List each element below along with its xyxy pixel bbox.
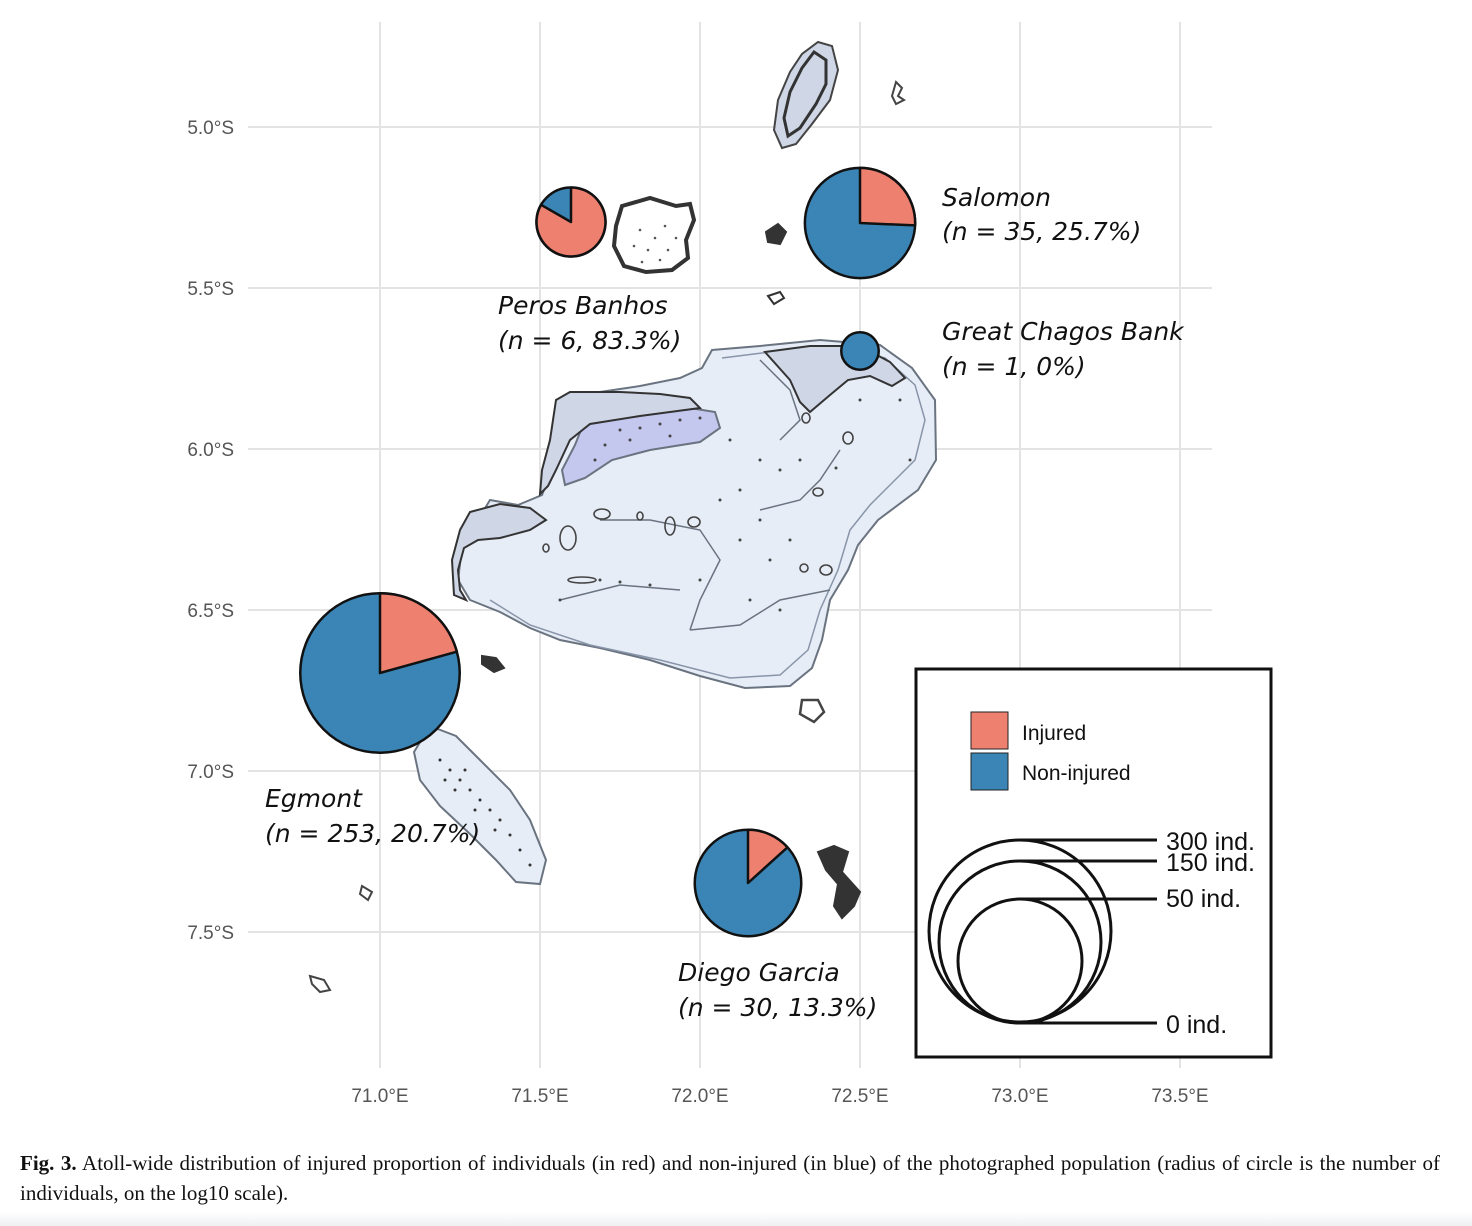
size-legend [927, 838, 1157, 1025]
diego-garcia-island-shape [816, 844, 862, 920]
pie-noninjured-great-chagos-bank [840, 331, 880, 371]
figure-caption: Fig. 3. Atoll-wide distribution of injur… [20, 1148, 1440, 1208]
legend-swatch-injured [970, 711, 1009, 750]
pie-injured-salomon [858, 166, 917, 227]
site-pie-charts [299, 166, 917, 938]
lat-tick: 6.0°S [187, 440, 234, 461]
figure-caption-text: Atoll-wide distribution of injured propo… [20, 1151, 1440, 1205]
pie-injured-peros-banhos [535, 186, 607, 258]
lon-tick: 72.0°E [671, 1086, 728, 1107]
lat-tick: 7.5°S [187, 923, 234, 944]
lon-tick: 71.5°E [511, 1086, 568, 1107]
site-stats-peros-banhos: (n = 6, 83.3%) [498, 326, 681, 355]
site-stats-egmont: (n = 253, 20.7%) [265, 819, 480, 848]
peros-banhos-atoll-shape [611, 195, 788, 306]
lat-tick: 7.0°S [187, 762, 234, 783]
site-stats-diego-garcia: (n = 30, 13.3%) [678, 993, 877, 1022]
northern-island-shape [772, 40, 906, 150]
lon-tick: 71.0°E [351, 1086, 408, 1107]
pie-injured-egmont [378, 592, 459, 675]
site-name-egmont: Egmont [265, 784, 363, 813]
size-label-150: 150 ind. [1166, 849, 1255, 877]
egmont-island-shape [308, 654, 826, 994]
legend-swatch-noninjured [970, 752, 1009, 791]
lat-tick: 6.5°S [187, 601, 234, 622]
legend-label-noninjured: Non-injured [1022, 762, 1131, 785]
great-chagos-bank-shape [450, 338, 938, 690]
lon-tick: 72.5°E [831, 1086, 888, 1107]
page-bottom-edge [0, 1212, 1472, 1226]
figure-label: Fig. 3. [20, 1151, 77, 1175]
site-labels: Peros Banhos (n = 6, 83.3%) Salomon (n =… [265, 183, 1185, 1022]
longitude-axis: 71.0°E 71.5°E 72.0°E 72.5°E 73.0°E 73.5°… [351, 1086, 1208, 1107]
chagos-map: 5.0°S 5.5°S 6.0°S 6.5°S 7.0°S 7.5°S 71.0… [187, 22, 1273, 1107]
site-name-great-chagos-bank: Great Chagos Bank [942, 317, 1185, 346]
lat-tick: 5.5°S [187, 279, 234, 300]
site-name-salomon: Salomon [942, 183, 1051, 212]
site-stats-salomon: (n = 35, 25.7%) [942, 217, 1141, 246]
legend-label-injured: Injured [1022, 722, 1086, 745]
size-label-50: 50 ind. [1166, 885, 1241, 913]
size-label-0: 0 ind. [1166, 1011, 1227, 1039]
legend: Injured Non-injured 300 ind. 150 ind. 50… [914, 667, 1273, 1059]
site-stats-great-chagos-bank: (n = 1, 0%) [942, 352, 1086, 381]
site-name-diego-garcia: Diego Garcia [678, 958, 840, 987]
site-name-peros-banhos: Peros Banhos [498, 291, 667, 320]
pie-injured-diego-garcia [746, 828, 789, 885]
lat-tick: 5.0°S [187, 118, 234, 139]
lon-tick: 73.0°E [991, 1086, 1048, 1107]
latitude-axis: 5.0°S 5.5°S 6.0°S 6.5°S 7.0°S 7.5°S [187, 118, 234, 944]
lon-tick: 73.5°E [1151, 1086, 1208, 1107]
size-label-300: 300 ind. [1166, 828, 1255, 856]
